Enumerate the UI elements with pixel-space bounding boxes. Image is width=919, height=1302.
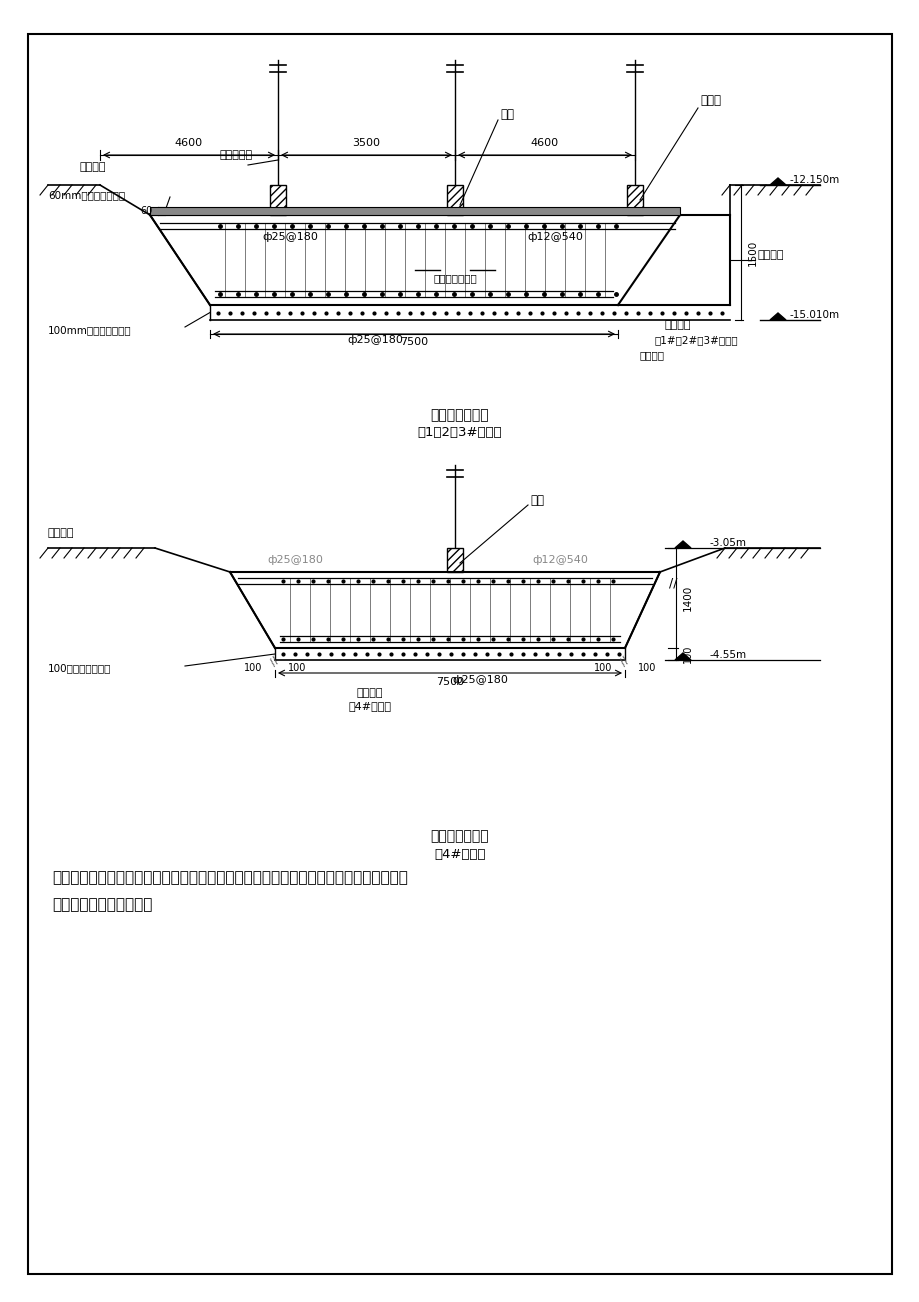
Text: 100mm厚素混凝土垫层: 100mm厚素混凝土垫层 xyxy=(48,326,131,335)
Polygon shape xyxy=(769,178,785,185)
Text: （1#、2#、3#塔吊）: （1#、2#、3#塔吊） xyxy=(654,335,738,345)
Text: 1400: 1400 xyxy=(682,585,692,611)
Bar xyxy=(627,185,642,215)
Text: 在钢筋绑扎过程中，塔吊预埋件安装、调平、对中、固定严格按照下图施工，过程中测量: 在钢筋绑扎过程中，塔吊预埋件安装、调平、对中、固定严格按照下图施工，过程中测量 xyxy=(52,871,407,885)
Text: 二次浇注: 二次浇注 xyxy=(640,350,664,359)
Text: //: // xyxy=(668,577,676,590)
Text: 100: 100 xyxy=(244,663,262,673)
Polygon shape xyxy=(675,542,690,548)
Polygon shape xyxy=(675,654,690,660)
Text: 塔节: 塔节 xyxy=(529,493,543,506)
Text: 改为混凝土: 改为混凝土 xyxy=(220,150,253,160)
Text: 100: 100 xyxy=(593,663,611,673)
Text: 塔吊基础配筋图: 塔吊基础配筋图 xyxy=(430,408,489,422)
Text: 100厚素混凝土垫层: 100厚素混凝土垫层 xyxy=(48,663,111,673)
Text: -15.010m: -15.010m xyxy=(789,310,839,320)
Text: 3500: 3500 xyxy=(352,138,380,148)
Bar xyxy=(150,207,679,215)
Text: （1、2、3#塔吊）: （1、2、3#塔吊） xyxy=(417,427,502,440)
Text: -4.55m: -4.55m xyxy=(709,650,746,660)
Text: 100: 100 xyxy=(288,663,306,673)
Text: 7500: 7500 xyxy=(436,677,463,687)
Text: 塔吊基础: 塔吊基础 xyxy=(357,687,383,698)
Polygon shape xyxy=(230,572,659,648)
Text: 塔吊基础配筋图: 塔吊基础配筋图 xyxy=(430,829,489,842)
Text: 框架柱: 框架柱 xyxy=(699,94,720,107)
Text: ф25@180: ф25@180 xyxy=(262,232,318,242)
Text: （4#塔吊）: （4#塔吊） xyxy=(348,700,391,711)
Text: 4600: 4600 xyxy=(530,138,559,148)
Text: //: // xyxy=(268,656,281,668)
Text: 下反柱墩: 下反柱墩 xyxy=(757,250,784,260)
Polygon shape xyxy=(150,215,729,305)
Bar xyxy=(447,185,462,215)
Text: 60: 60 xyxy=(141,206,153,216)
Bar xyxy=(447,548,462,572)
Text: ф12@540: ф12@540 xyxy=(531,555,587,565)
Text: ф25@180: ф25@180 xyxy=(451,674,507,685)
Text: ф25@180: ф25@180 xyxy=(346,335,403,345)
Text: 100: 100 xyxy=(682,644,692,663)
Text: 放坡开挖: 放坡开挖 xyxy=(80,161,107,172)
Text: ф12@540: ф12@540 xyxy=(527,232,583,242)
Text: //: // xyxy=(618,656,630,668)
Text: ф25@180: ф25@180 xyxy=(267,555,323,565)
Polygon shape xyxy=(769,312,785,320)
Text: 60mm防水层和保护层: 60mm防水层和保护层 xyxy=(48,190,125,201)
Text: 1500: 1500 xyxy=(747,240,757,266)
Text: 100: 100 xyxy=(637,663,655,673)
Text: 塔节: 塔节 xyxy=(499,108,514,121)
Text: 4600: 4600 xyxy=(175,138,203,148)
Text: 塔吊基础: 塔吊基础 xyxy=(664,320,691,329)
Text: （4#塔吊）: （4#塔吊） xyxy=(434,848,485,861)
Text: 放坡开挖: 放坡开挖 xyxy=(48,529,74,538)
Text: -3.05m: -3.05m xyxy=(709,538,746,548)
Text: 7500: 7500 xyxy=(400,337,427,348)
Bar xyxy=(269,185,286,215)
Text: -12.150m: -12.150m xyxy=(789,174,839,185)
Text: 止水环（钢板）: 止水环（钢板） xyxy=(433,273,476,283)
Text: 员及时校核点位与标高。: 员及时校核点位与标高。 xyxy=(52,897,153,913)
